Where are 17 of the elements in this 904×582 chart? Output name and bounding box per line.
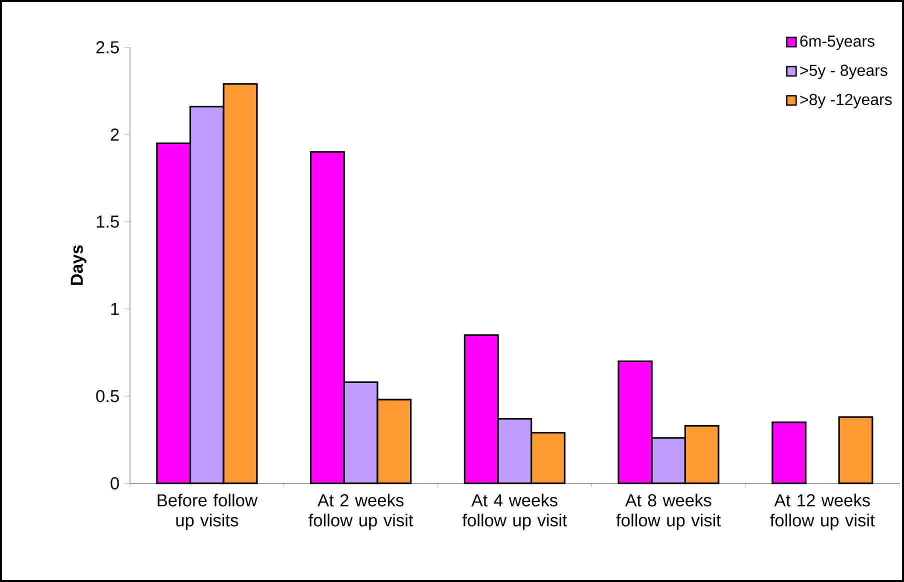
x-tick-label: Before follow up visits	[158, 494, 258, 530]
legend-label: >8y -12years	[800, 94, 892, 108]
bar	[772, 421, 807, 484]
y-tick-label: 2.5	[96, 41, 119, 54]
y-axis-title: Days	[70, 245, 86, 285]
y-tick-label: 1.5	[96, 216, 119, 228]
y-tick-label: 0	[110, 477, 119, 490]
x-tick-label: At 12 weeks follow up visit	[770, 494, 875, 530]
y-tick-label: 2	[110, 128, 119, 141]
bar	[838, 416, 874, 484]
y-tick-label: 0.5	[96, 390, 119, 402]
x-tick-label: At 2 weeks follow up visit	[308, 494, 414, 530]
x-tick-label: At 8 weeks follow up visit	[616, 494, 721, 530]
x-tick-label: At 4 weeks follow up visit	[462, 494, 567, 530]
legend-label: >5y - 8years	[800, 64, 888, 80]
legend-label: 6m-5years	[800, 35, 874, 50]
y-tick-label: 1	[111, 302, 119, 315]
